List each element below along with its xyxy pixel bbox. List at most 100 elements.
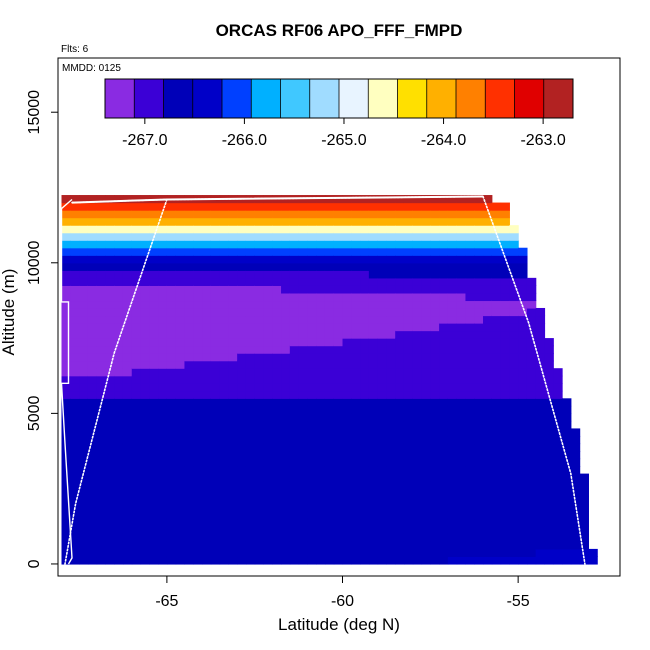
heatmap-cell — [307, 360, 317, 369]
heatmap-cell — [166, 481, 177, 490]
heatmap-cell — [421, 330, 431, 339]
heatmap-cell — [456, 338, 467, 347]
heatmap-cell — [483, 270, 493, 279]
heatmap-cell — [70, 353, 80, 362]
heatmap-cell — [245, 345, 256, 354]
heatmap-cell — [193, 435, 203, 445]
heatmap-cell — [570, 533, 581, 542]
heatmap-cell — [518, 458, 528, 467]
heatmap-cell — [263, 473, 273, 482]
heatmap-cell — [483, 360, 493, 369]
heatmap-cell — [237, 488, 247, 497]
heatmap-cell — [175, 443, 186, 452]
heatmap-cell — [298, 255, 308, 264]
heatmap-cell — [272, 307, 282, 317]
heatmap-cell — [263, 232, 273, 241]
heatmap-cell — [430, 225, 440, 234]
heatmap-cell — [351, 473, 361, 482]
heatmap-cell — [237, 255, 247, 264]
heatmap-cell — [456, 488, 467, 497]
heatmap-cell — [175, 488, 186, 497]
heatmap-cell — [79, 488, 89, 497]
heatmap-cell — [465, 533, 475, 542]
heatmap-cell — [500, 330, 510, 339]
heatmap-cell — [96, 345, 107, 354]
heatmap-cell — [403, 466, 414, 475]
heatmap-cell — [272, 518, 282, 527]
heatmap-cell — [307, 270, 317, 279]
heatmap-cell — [474, 225, 484, 234]
heatmap-cell — [131, 247, 142, 256]
heatmap-cell — [421, 466, 431, 475]
heatmap-cell — [474, 503, 484, 512]
heatmap-cell — [526, 292, 537, 302]
heatmap-cell — [535, 345, 546, 354]
heatmap-cell — [114, 390, 124, 399]
heatmap-cell — [562, 533, 572, 542]
heatmap-cell — [351, 428, 361, 437]
heatmap-cell — [96, 466, 107, 475]
heatmap-cell — [70, 300, 80, 309]
heatmap-cell — [465, 413, 475, 422]
heatmap-cell — [254, 262, 265, 271]
heatmap-cell — [210, 518, 221, 527]
heatmap-cell — [202, 488, 212, 497]
heatmap-cell — [491, 390, 502, 399]
heatmap-cell — [131, 262, 142, 271]
heatmap-cell — [360, 383, 370, 392]
heatmap-cell — [289, 270, 300, 279]
heatmap-cell — [87, 548, 98, 558]
heatmap-cell — [166, 292, 177, 302]
heatmap-cell — [360, 473, 370, 482]
heatmap-cell — [272, 420, 282, 430]
heatmap-cell — [570, 451, 581, 460]
heatmap-cell — [483, 353, 493, 362]
heatmap-cell — [535, 353, 546, 362]
heatmap-cell — [474, 330, 484, 339]
heatmap-cell — [412, 375, 423, 384]
heatmap-cell — [333, 518, 344, 527]
heatmap-cell — [403, 300, 414, 309]
heatmap-cell — [281, 443, 291, 452]
heatmap-cell — [518, 443, 528, 452]
heatmap-cell — [491, 300, 502, 309]
heatmap-cell — [219, 473, 229, 482]
heatmap-cell — [96, 375, 107, 384]
heatmap-cell — [421, 435, 431, 445]
heatmap-cell — [562, 413, 572, 422]
heatmap-cell — [447, 458, 458, 467]
heatmap-cell — [368, 458, 379, 467]
heatmap-cell — [228, 503, 238, 512]
heatmap-cell — [114, 511, 124, 520]
heatmap-cell — [447, 435, 458, 445]
heatmap-cell — [430, 247, 440, 256]
heatmap-cell — [263, 277, 273, 286]
heatmap-cell — [342, 255, 352, 264]
heatmap-cell — [70, 496, 80, 505]
heatmap-cell — [395, 398, 405, 407]
heatmap-cell — [395, 225, 405, 234]
heatmap-cell — [158, 338, 168, 347]
heatmap-cell — [149, 428, 159, 437]
heatmap-cell — [289, 556, 300, 565]
heatmap-cell — [149, 556, 159, 565]
heatmap-cell — [202, 503, 212, 512]
heatmap-cell — [87, 300, 98, 309]
heatmap-cell — [483, 255, 493, 264]
heatmap-cell — [140, 210, 150, 219]
heatmap-cell — [281, 247, 291, 256]
heatmap-cell — [316, 458, 326, 467]
heatmap-cell — [228, 315, 238, 324]
heatmap-cell — [289, 541, 300, 550]
heatmap-cell — [122, 420, 133, 430]
heatmap-cell — [131, 541, 142, 550]
heatmap-cell — [193, 443, 203, 452]
heatmap-cell — [316, 195, 326, 204]
heatmap-cell — [456, 518, 467, 527]
heatmap-cell — [412, 496, 423, 505]
heatmap-cell — [412, 307, 423, 317]
heatmap-cell — [368, 420, 379, 430]
heatmap-cell — [483, 210, 493, 219]
heatmap-cell — [316, 413, 326, 422]
heatmap-cell — [158, 428, 168, 437]
